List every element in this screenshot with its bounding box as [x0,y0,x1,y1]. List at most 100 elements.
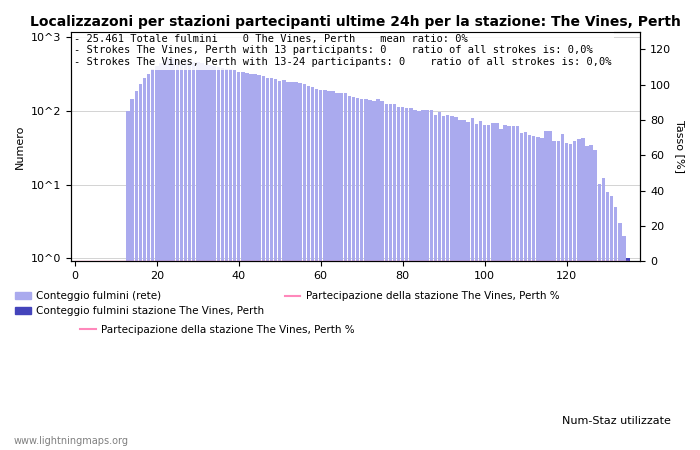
Bar [426,110,429,450]
Bar [413,110,416,450]
Bar [606,192,609,450]
Bar [409,108,412,450]
Bar [450,116,454,450]
Bar [598,184,601,450]
Y-axis label: Numero: Numero [15,124,25,169]
Bar [274,79,277,450]
Bar [286,82,290,450]
Bar [216,67,220,450]
Bar [253,74,257,450]
Bar [524,132,527,450]
Bar [139,84,142,450]
Bar [618,223,622,450]
Bar [233,70,237,450]
Title: Localizzazoni per stazioni partecipanti ultime 24h per la stazione: The Vines, P: Localizzazoni per stazioni partecipanti … [30,15,681,29]
Bar [470,118,474,450]
Bar [176,62,179,450]
Bar [545,131,548,450]
Bar [356,98,359,450]
Bar [241,72,244,450]
Bar [340,93,343,450]
Bar [421,110,425,450]
Bar [302,84,306,450]
Bar [282,80,286,450]
Bar [548,131,552,450]
Bar [368,100,372,450]
Bar [270,78,273,450]
Bar [446,115,449,450]
Bar [532,136,536,450]
Bar [295,82,298,450]
Bar [315,89,318,450]
Bar [188,61,191,450]
Partecipazione della stazione The Vines, Perth % [71,259,79,264]
Bar [503,125,507,450]
Bar [594,149,597,450]
Bar [405,108,409,450]
Bar [130,99,134,450]
Bar [172,58,175,450]
Bar [351,97,355,450]
Bar [245,73,248,450]
Bar [212,66,216,450]
Bar [516,126,519,450]
Bar [430,109,433,450]
Bar [237,72,241,450]
Bar [327,91,330,450]
Bar [335,93,339,450]
Bar [167,58,171,450]
Bar [184,60,187,450]
Bar [475,124,478,450]
Bar [581,138,584,450]
Bar [307,86,310,450]
Bar [442,117,445,450]
Bar [491,123,494,450]
Bar [479,121,482,450]
Bar [487,125,491,450]
Bar [249,74,253,450]
Bar [401,108,405,450]
Bar [454,117,458,450]
Bar [589,145,593,450]
Bar [331,91,335,450]
Text: - 25.461 Totale fulmini    0 The Vines, Perth    mean ratio: 0%
- Strokes The Vi: - 25.461 Totale fulmini 0 The Vines, Per… [74,34,611,67]
Bar [278,81,281,450]
Bar [389,104,392,450]
Bar [290,82,294,450]
Bar [344,93,347,450]
Bar [372,100,376,450]
Y-axis label: Tasso [%]: Tasso [%] [675,120,685,173]
Bar [220,68,224,450]
Bar [364,99,368,450]
Bar [519,134,523,450]
Bar [528,135,531,450]
Bar [196,62,200,450]
Partecipazione della stazione The Vines, Perth % [517,259,526,264]
Bar [626,258,630,450]
Bar [192,62,195,450]
Bar [577,139,580,450]
Bar [377,99,380,450]
Bar [626,258,630,450]
Bar [540,138,544,450]
Bar [262,76,265,450]
Bar [508,126,511,450]
Bar [180,61,183,450]
Partecipazione della stazione The Vines, Perth % [624,259,632,264]
Bar [483,126,486,450]
Bar [134,90,138,450]
Bar [565,143,568,450]
Text: www.lightningmaps.org: www.lightningmaps.org [14,436,129,446]
Bar [360,99,363,450]
Bar [417,111,421,450]
Partecipazione della stazione The Vines, Perth % [526,259,534,264]
Bar [614,207,617,450]
Partecipazione della stazione The Vines, Perth % [284,259,292,264]
Bar [466,122,470,450]
Bar [229,69,232,450]
Bar [225,69,228,450]
Bar [163,58,167,450]
Bar [298,83,302,450]
Text: Num-Staz utilizzate: Num-Staz utilizzate [561,416,671,426]
Bar [348,96,351,450]
